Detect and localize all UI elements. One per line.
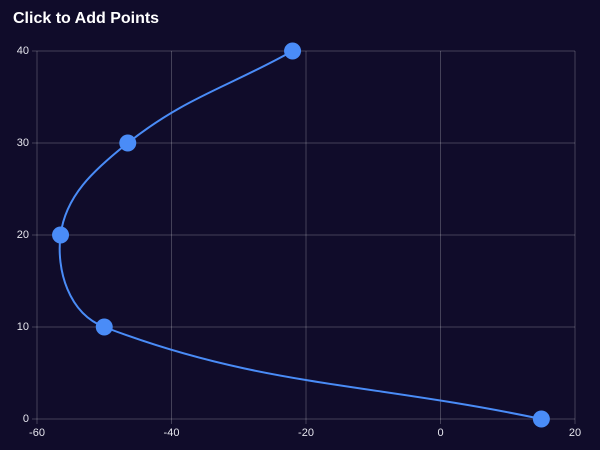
y-tick-label: 0	[23, 413, 29, 425]
chart-title: Click to Add Points	[13, 10, 159, 27]
point	[52, 226, 70, 244]
point	[119, 134, 137, 152]
x-tick-label: 0	[437, 427, 443, 439]
x-tick-label: -60	[29, 427, 45, 439]
x-tick-label: 20	[569, 427, 581, 439]
y-tick-label: 40	[17, 45, 29, 57]
x-tick-label: -20	[298, 427, 314, 439]
x-tick-label: -40	[164, 427, 180, 439]
y-tick-label: 30	[17, 137, 29, 149]
y-tick-label: 20	[17, 229, 29, 241]
point	[532, 410, 550, 428]
point	[95, 318, 113, 336]
y-tick-label: 10	[17, 321, 29, 333]
point	[284, 42, 302, 60]
line	[58, 50, 542, 420]
